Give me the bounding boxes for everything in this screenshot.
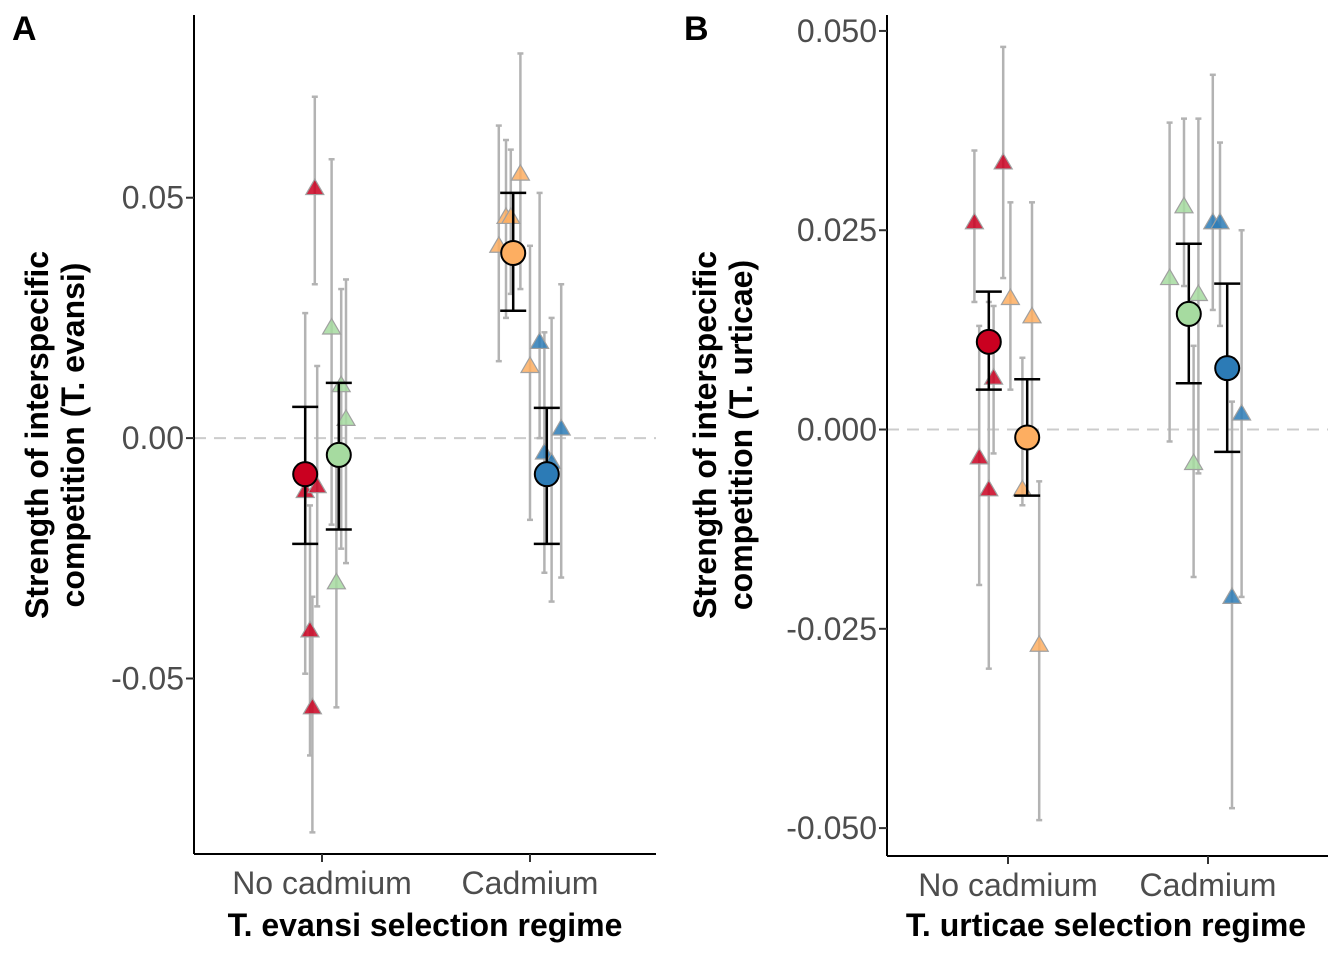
replicate-point [964,212,985,230]
replicate-point [500,206,521,225]
replicate-point [1188,283,1209,302]
y-tick-label: 0.00 [122,420,184,456]
mean-point [500,239,527,266]
replicate-error-bar [1217,141,1223,328]
x-tick-label: Cadmium [1140,867,1277,903]
y-axis-title-a-line2: competition (T. evansi) [55,263,91,608]
mean-point [325,441,352,468]
replicate-point [1029,634,1050,652]
panel-label-b: B [684,10,709,48]
replicate-point [1231,403,1252,421]
replicate-point [1159,267,1180,286]
x-tick-label: No cadmium [918,867,1098,903]
y-tick-label: -0.05 [111,661,184,697]
replicate-error-bar [503,138,509,320]
mean-point [1175,300,1202,327]
replicate-point [335,408,357,426]
y-tick-label: -0.025 [786,611,877,647]
replicate-point [978,479,999,497]
y-axis-title-b-line1: Strength of interspecific [687,251,723,619]
replicate-point [302,697,323,715]
plot-area-a: 0.05 0.00 -0.05 No cadmium Cadmium [111,15,656,901]
replicate-point [983,367,1004,385]
replicate-point [551,418,572,436]
replicate-point [1209,212,1231,230]
y-tick-label: 0.050 [797,13,877,49]
x-axis-title-a: T. evansi selection regime [228,907,623,943]
mean-point [533,461,560,488]
panel-b: B Strength of interspecific competition … [684,10,1328,943]
replicate-error-bar [527,244,533,522]
panel-a: A Strength of interspecific competition … [12,10,656,943]
replicate-error-bar [328,157,335,526]
y-tick-label: 0.05 [122,180,184,216]
replicate-point [307,475,328,494]
mean-point [1214,355,1241,382]
replicate-point [1221,586,1243,605]
y-axis-title-a-line1: Strength of interspecific [19,251,55,619]
replicate-error-bar [1209,73,1216,312]
replicate-point [519,355,541,374]
x-axis-title-b: T. urticae selection regime [906,907,1306,943]
mean-point [975,328,1002,355]
replicate-point [1173,196,1195,214]
x-tick-label: Cadmium [462,865,599,901]
mean-point [292,461,319,488]
replicate-point [1012,479,1033,497]
replicate-point [510,163,531,181]
y-tick-label: -0.050 [786,810,877,846]
replicate-error-bar [536,191,543,440]
replicate-point [321,317,342,335]
replicate-point [1000,287,1021,306]
y-axis-title-a: Strength of interspecific competition (T… [19,251,91,619]
replicate-error-bar [1229,400,1235,810]
panel-label-a: A [12,10,37,48]
replicate-point [993,152,1014,170]
replicate-point [326,572,347,590]
replicate-point [299,620,321,638]
replicate-point [529,331,550,350]
y-tick-label: 0.025 [797,212,877,248]
replicate-point [304,177,325,196]
x-tick-label: No cadmium [232,865,412,901]
plot-area-b: 0.050 0.025 0.000 -0.025 -0.050 No cadmium Cad… [786,13,1328,903]
replicate-point [534,442,555,460]
mean-point [1014,424,1041,451]
replicate-point [969,447,990,465]
y-tick-label: 0.000 [797,412,877,448]
y-axis-title-b: Strength of interspecific competition (T… [687,251,759,619]
y-axis-title-b-line2: competition (T. urticae) [723,260,759,610]
replicate-point [1183,452,1204,471]
replicate-point [1021,306,1043,324]
